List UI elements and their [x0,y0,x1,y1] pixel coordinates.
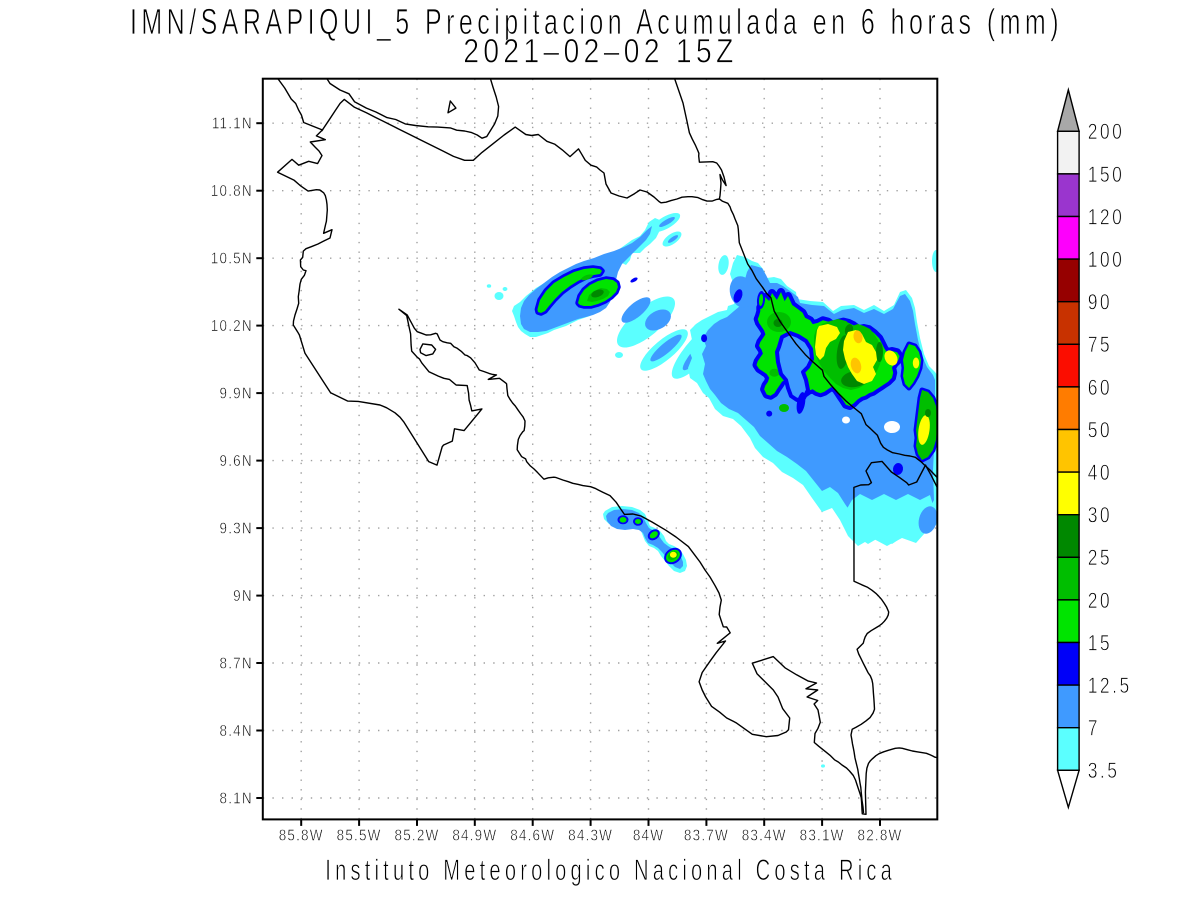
svg-text:15: 15 [1088,632,1112,656]
svg-text:30: 30 [1088,504,1112,528]
svg-text:84.3W: 84.3W [568,828,613,845]
svg-text:11.1N: 11.1N [212,116,253,133]
svg-text:10.8N: 10.8N [211,183,253,200]
svg-text:200: 200 [1088,120,1125,144]
svg-text:50: 50 [1088,419,1112,443]
svg-text:85.5W: 85.5W [337,828,382,845]
svg-text:83.4W: 83.4W [742,828,787,845]
svg-text:83.7W: 83.7W [684,828,729,845]
svg-text:84.9W: 84.9W [452,828,497,845]
svg-text:25: 25 [1088,546,1112,570]
svg-text:IMN/SARAPIQUI_5 Precipitacion: IMN/SARAPIQUI_5 Precipitacion Acumulada … [130,1,1063,41]
svg-text:Instituto Meteorologico Nacion: Instituto Meteorologico Nacional Costa R… [325,852,896,886]
svg-text:20: 20 [1088,589,1112,613]
svg-text:9N: 9N [233,588,253,605]
svg-text:9.6N: 9.6N [220,453,253,470]
svg-text:85.8W: 85.8W [279,828,324,845]
svg-text:2021–02–02 15Z: 2021–02–02 15Z [463,31,737,70]
svg-text:7: 7 [1088,717,1100,741]
svg-text:10.5N: 10.5N [211,251,253,268]
svg-text:90: 90 [1088,291,1112,315]
svg-text:40: 40 [1088,461,1112,485]
svg-text:8.1N: 8.1N [220,790,253,807]
svg-text:12.5: 12.5 [1088,674,1132,698]
svg-text:3.5: 3.5 [1088,759,1120,783]
svg-text:9.9N: 9.9N [220,385,253,402]
svg-text:8.4N: 8.4N [220,723,253,740]
svg-text:84.6W: 84.6W [510,828,555,845]
svg-text:82.8W: 82.8W [858,828,903,845]
svg-text:83.1W: 83.1W [800,828,845,845]
svg-text:85.2W: 85.2W [395,828,440,845]
svg-text:9.3N: 9.3N [220,520,253,537]
svg-text:150: 150 [1088,163,1125,187]
svg-text:60: 60 [1088,376,1112,400]
svg-text:100: 100 [1088,248,1125,272]
svg-text:75: 75 [1088,333,1112,357]
svg-text:10.2N: 10.2N [211,318,253,335]
svg-text:84W: 84W [633,828,664,845]
svg-text:8.7N: 8.7N [220,655,253,672]
svg-text:120: 120 [1088,206,1125,230]
